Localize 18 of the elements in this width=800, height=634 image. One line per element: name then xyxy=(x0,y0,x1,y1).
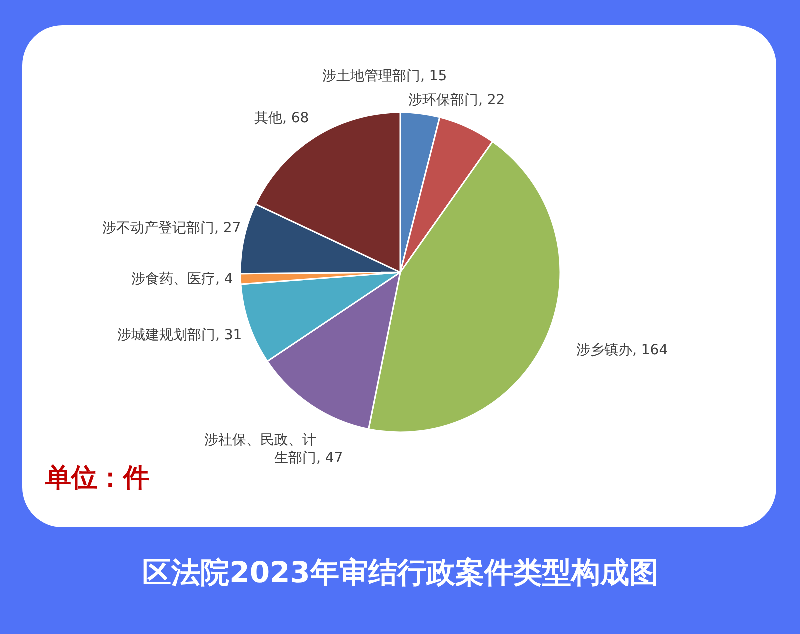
data-label: , 47 xyxy=(316,450,344,466)
data-label: , 27 xyxy=(214,220,242,236)
text: 单位：件 xyxy=(44,464,150,494)
slice-label: 涉土地管理部门 xyxy=(322,68,420,84)
slice-label: 涉城建规划部门 xyxy=(118,328,216,344)
slice-label: 涉不动产登记部门 xyxy=(102,220,214,236)
slice-label: 涉食药、医疗 xyxy=(132,272,216,288)
data-label: , 4 xyxy=(216,272,234,288)
text: 区法院2023年审结行政案件类型构成图 xyxy=(142,556,658,590)
data-label: , 15 xyxy=(420,68,448,84)
data-label: , 164 xyxy=(632,342,668,358)
slice-label: 涉环保部门 xyxy=(408,92,478,108)
slice-label: 涉社保、民政、计生部门 xyxy=(204,432,316,466)
data-label: , 31 xyxy=(216,328,242,344)
data-label: , 22 xyxy=(478,92,506,108)
slice-label: 其他 xyxy=(254,110,282,126)
slice-label: 涉乡镇办 xyxy=(576,342,632,358)
data-label: , 68 xyxy=(282,110,310,126)
